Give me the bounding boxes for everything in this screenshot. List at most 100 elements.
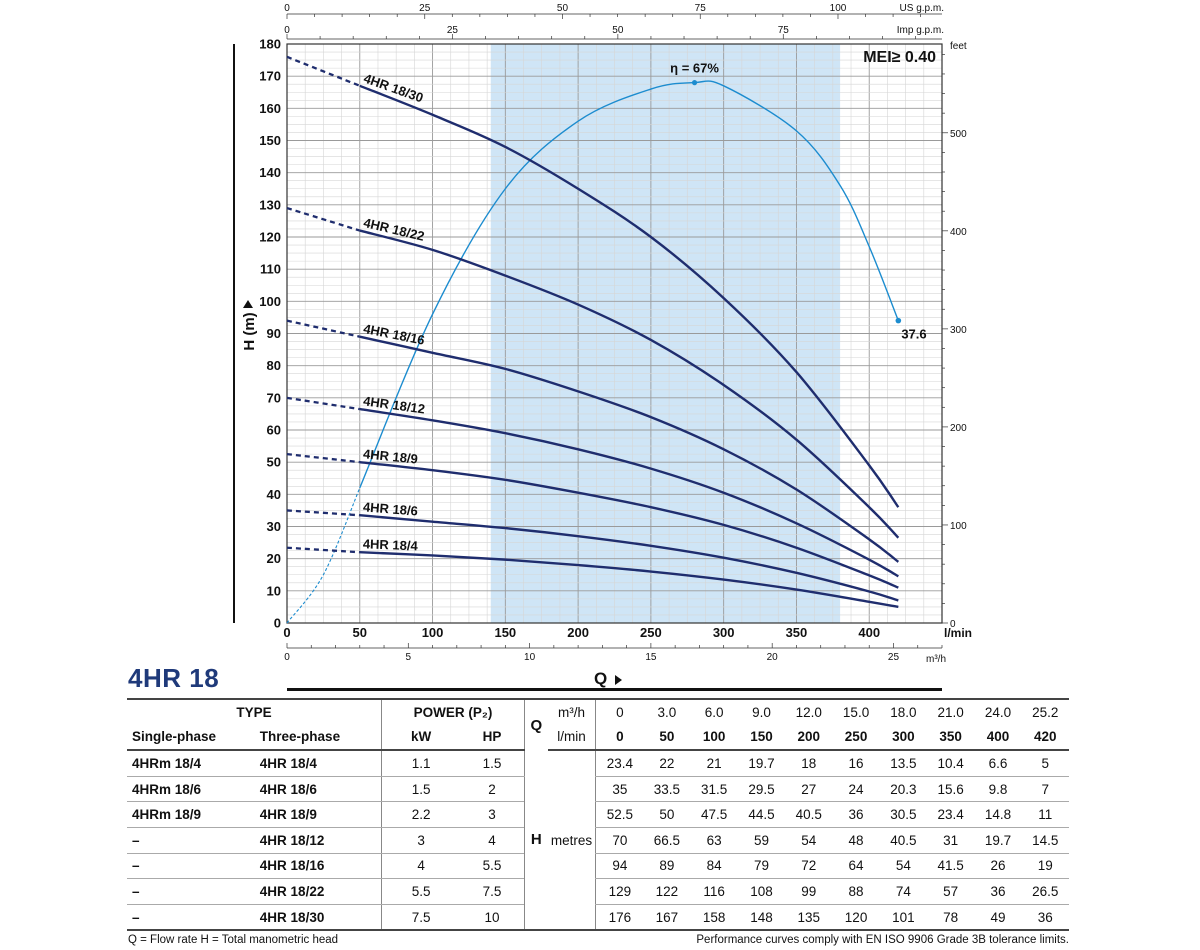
q-m3h-value: 15.0 bbox=[832, 698, 880, 725]
feet-tick-label: 400 bbox=[950, 227, 967, 238]
q-lmin-value: 420 bbox=[1021, 724, 1069, 752]
pump-curve-dashed bbox=[286, 509, 360, 517]
y-tick-label: 150 bbox=[259, 133, 281, 148]
q-axis-rule bbox=[287, 688, 942, 691]
head-value: 72 bbox=[785, 853, 833, 880]
three-phase-model: 4HR 18/16 bbox=[254, 853, 382, 880]
q-m3h-value: 3.0 bbox=[643, 698, 691, 725]
head-value: 6.6 bbox=[974, 750, 1022, 777]
x-tick-label: 50 bbox=[353, 625, 367, 640]
q-lmin-value: 350 bbox=[927, 724, 975, 752]
head-value: 36 bbox=[832, 801, 880, 828]
x-tick-label: 350 bbox=[786, 625, 808, 640]
pump-curve-dashed bbox=[286, 452, 360, 464]
head-value: 26.5 bbox=[1021, 878, 1069, 905]
power-kw: 1.5 bbox=[381, 776, 461, 803]
y-tick-label: 140 bbox=[259, 165, 281, 180]
single-phase-model: – bbox=[127, 878, 255, 905]
head-value: 148 bbox=[737, 904, 786, 932]
head-value: 14.5 bbox=[1021, 827, 1069, 854]
plot-frame bbox=[286, 43, 943, 624]
head-value: 47.5 bbox=[690, 801, 738, 828]
pump-performance-chart: 0102030405060708090100110120130140150160… bbox=[233, 3, 972, 665]
head-value: 64 bbox=[832, 853, 880, 880]
head-value: 135 bbox=[785, 904, 833, 932]
footnote-standard: Performance curves comply with EN ISO 99… bbox=[696, 934, 1069, 946]
us-gpm-tick-label: 75 bbox=[695, 3, 707, 14]
x-tick-label: 400 bbox=[858, 625, 880, 640]
head-value: 33.5 bbox=[643, 776, 691, 803]
q-arrow-icon bbox=[615, 674, 623, 685]
feet-axis-label: feet bbox=[950, 41, 967, 52]
head-value: 21 bbox=[690, 750, 738, 777]
us-gpm-tick-label: 25 bbox=[419, 3, 431, 14]
q-unit-m3h: m³/h bbox=[547, 698, 596, 725]
m3h-tick-label: 25 bbox=[888, 652, 900, 663]
head-value: 74 bbox=[879, 878, 928, 905]
head-value: 9.8 bbox=[974, 776, 1022, 803]
pump-curve-label: 4HR 18/6 bbox=[362, 499, 418, 518]
single-phase-model: 4HRm 18/6 bbox=[127, 776, 255, 803]
single-phase-model: 4HRm 18/9 bbox=[127, 801, 255, 828]
head-value: 167 bbox=[643, 904, 691, 932]
m3h-tick-label: 20 bbox=[767, 652, 779, 663]
efficiency-peak-point bbox=[691, 80, 698, 86]
head-value: 31 bbox=[927, 827, 975, 854]
head-value: 79 bbox=[737, 853, 786, 880]
imp-gpm-tick-label: 25 bbox=[447, 25, 459, 36]
feet-tick-label: 500 bbox=[950, 129, 967, 140]
m3h-tick-label: 5 bbox=[406, 652, 412, 663]
q-axis-label: Q bbox=[594, 669, 623, 689]
head-value: 18 bbox=[785, 750, 833, 777]
head-value: 63 bbox=[690, 827, 738, 854]
us-gpm-axis-label: US g.p.m. bbox=[900, 3, 944, 14]
power-kw: 1.1 bbox=[381, 750, 461, 777]
pump-curve bbox=[359, 551, 899, 609]
feet-tick-label: 200 bbox=[950, 423, 967, 434]
y-tick-label: 50 bbox=[267, 455, 281, 470]
head-value: 15.6 bbox=[927, 776, 975, 803]
power-kw: 7.5 bbox=[381, 904, 461, 932]
x-tick-label: 300 bbox=[713, 625, 735, 640]
efficiency-peak-label: η = 67% bbox=[670, 61, 719, 76]
power-hp: 2 bbox=[460, 776, 525, 803]
head-value: 35 bbox=[595, 776, 644, 803]
y-tick-label: 180 bbox=[259, 37, 281, 52]
head-value: 29.5 bbox=[737, 776, 786, 803]
feet-tick-label: 100 bbox=[950, 521, 967, 532]
head-value: 40.5 bbox=[785, 801, 833, 828]
power-kw: 2.2 bbox=[381, 801, 461, 828]
y-axis-arrow-icon bbox=[243, 300, 253, 308]
y-tick-label: 20 bbox=[267, 551, 281, 566]
head-value: 23.4 bbox=[927, 801, 975, 828]
head-value: 129 bbox=[595, 878, 644, 905]
feet-tick-label: 300 bbox=[950, 325, 967, 336]
table-row: –4HR 18/30 7.5 10 176 167 158 148 135 120 101 78 49… bbox=[127, 904, 1069, 932]
head-value: 19.7 bbox=[737, 750, 786, 777]
y-tick-label: 0 bbox=[274, 616, 281, 631]
head-value: 41.5 bbox=[927, 853, 975, 880]
m3h-tick-label: 0 bbox=[284, 652, 290, 663]
table-row: 4HRm 18/6 4HR 18/6 1.5 2 35 33.5 31.5 29.5 27 24 2… bbox=[127, 776, 1069, 803]
type-header: TYPE bbox=[127, 698, 382, 725]
head-value: 84 bbox=[690, 853, 738, 880]
pump-curve-dashed bbox=[286, 396, 360, 411]
x-tick-label: 0 bbox=[283, 625, 290, 640]
power-hp: 3 bbox=[460, 801, 525, 828]
q-m3h-value: 0 bbox=[595, 698, 644, 725]
m3h-tick-label: 15 bbox=[645, 652, 657, 663]
head-value: 122 bbox=[643, 878, 691, 905]
pump-curve bbox=[359, 84, 900, 508]
three-phase-model: 4HR 18/6 bbox=[254, 776, 382, 803]
power-hp: 7.5 bbox=[460, 878, 525, 905]
head-value: 36 bbox=[974, 878, 1022, 905]
q-lmin-value: 50 bbox=[643, 724, 691, 752]
three-phase-model: 4HR 18/9 bbox=[254, 801, 382, 828]
kw-header: kW bbox=[381, 724, 461, 752]
y-tick-label: 100 bbox=[259, 294, 281, 309]
head-value: 57 bbox=[927, 878, 975, 905]
head-value: 158 bbox=[690, 904, 738, 932]
head-value: 78 bbox=[927, 904, 975, 932]
